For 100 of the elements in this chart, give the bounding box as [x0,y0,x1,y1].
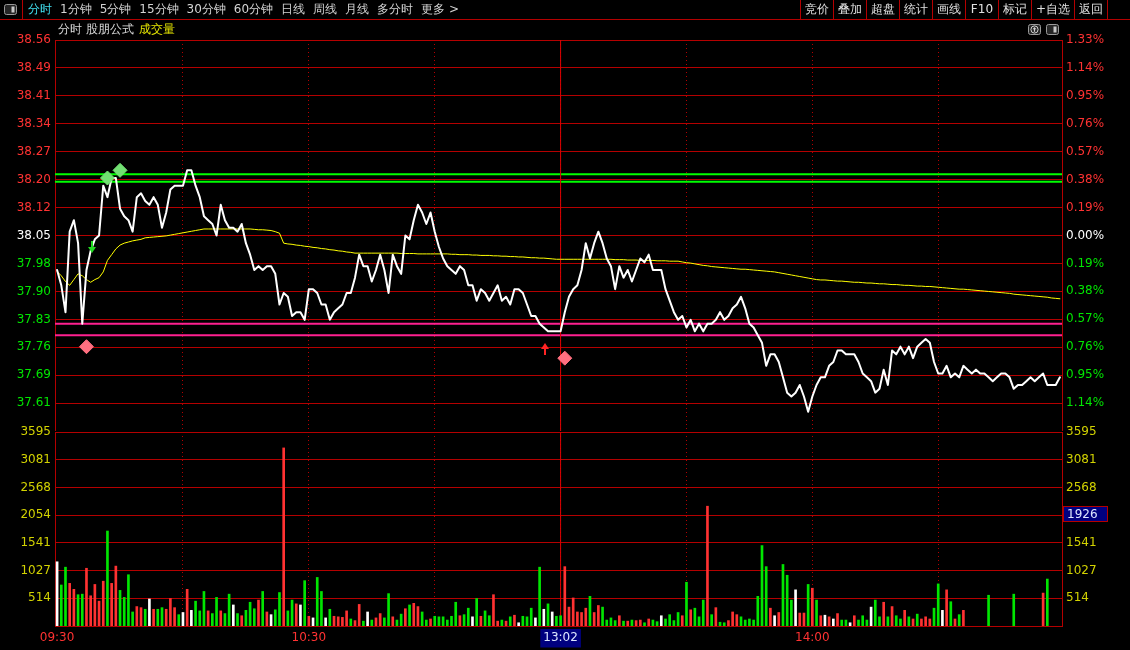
bar [559,615,562,626]
bar [903,610,906,626]
bar [85,567,88,626]
y-tick-label: 37.69 [16,367,51,382]
bar [148,598,151,626]
bar [517,622,520,626]
bar [261,591,265,626]
y-tick-label: 3081 [20,451,51,466]
y-tick-label: 37.98 [16,255,51,270]
y-tick-label: 38.56 [16,32,51,47]
bar [748,618,751,626]
bar [769,607,772,626]
bar [680,615,684,626]
bar [764,566,768,626]
chart-title: 分时 股朋公式 [58,22,134,36]
bar [194,600,197,626]
text: 60分钟 [233,1,274,18]
bar [597,605,600,626]
y2-tick-label: 0.57% [1066,143,1105,158]
bar [643,622,646,626]
y2-tick-label: 0.76% [1066,115,1105,130]
text: 15分钟 [139,1,179,18]
bar [433,615,437,626]
bar [152,608,155,626]
bar [349,618,353,626]
bar [429,618,432,626]
y2-tick-label: 3595 [1066,424,1097,439]
y2-tick-label: 2568 [1066,479,1097,494]
y2-tick-label: 0.19% [1066,255,1105,270]
point [99,170,115,186]
bar [811,587,814,626]
y-tick-label: 38.41 [16,88,51,103]
bar [215,597,218,626]
bar [378,613,382,626]
bar [563,566,567,626]
text: F10 [964,0,998,19]
bar [513,614,516,626]
bar [936,583,940,626]
bar [135,606,139,626]
y-tick-label: 3595 [20,424,51,439]
bar [278,592,281,626]
y2-tick-label: 0.00% [1066,227,1105,242]
bar [743,619,747,626]
y-tick-label: 1541 [20,534,51,549]
bar [794,589,797,626]
bar [756,595,760,626]
x-tick-label: 10:30 [291,630,327,645]
bar [315,577,319,626]
point [557,350,573,366]
bar [391,616,395,626]
text: 1分钟 [60,1,92,18]
bar [466,607,470,626]
bar [832,618,835,626]
y2-tick-label: 0.38% [1066,283,1105,298]
bar [127,574,130,626]
bar [957,614,961,626]
bar [492,594,495,626]
bar [282,447,285,626]
text: 超盘 [865,0,899,19]
bar [622,620,625,626]
y2-tick-label: 0.95% [1066,87,1105,102]
bar [425,619,428,626]
text: 30分钟 [186,1,226,18]
x-tick-label: 14:00 [795,630,830,645]
bar [668,614,672,626]
bar [366,611,369,626]
bar [328,608,332,626]
bar [357,604,361,626]
y2-tick-label: 0.38% [1066,171,1105,186]
text: 多分时 [377,1,414,18]
bar [299,604,302,626]
bar [404,608,407,626]
bar [529,607,533,626]
bar [987,594,990,626]
bar [945,589,948,626]
bar [941,610,944,626]
bar [857,619,860,626]
bar [962,610,965,626]
bar [387,593,390,626]
y-tick-label: 37.90 [16,283,51,298]
bar [475,598,479,626]
bar [177,614,181,626]
bar [840,619,844,626]
bar [659,615,663,626]
bar [601,606,604,626]
text: 统计 [898,0,932,19]
bar [106,530,109,626]
text: 分时 [28,1,52,18]
text: 周线 [313,1,338,18]
x-tick-label: 09:30 [39,630,75,645]
bar [638,619,642,626]
bar [534,617,537,626]
text: 1926 [1067,507,1098,521]
bar [64,566,67,626]
bar [580,612,583,626]
text: 返回 [1074,0,1107,19]
text: 日线 [281,1,306,18]
bar [819,615,823,626]
y-tick-label: 1027 [20,562,51,577]
y2-tick-label: 1027 [1066,562,1097,577]
